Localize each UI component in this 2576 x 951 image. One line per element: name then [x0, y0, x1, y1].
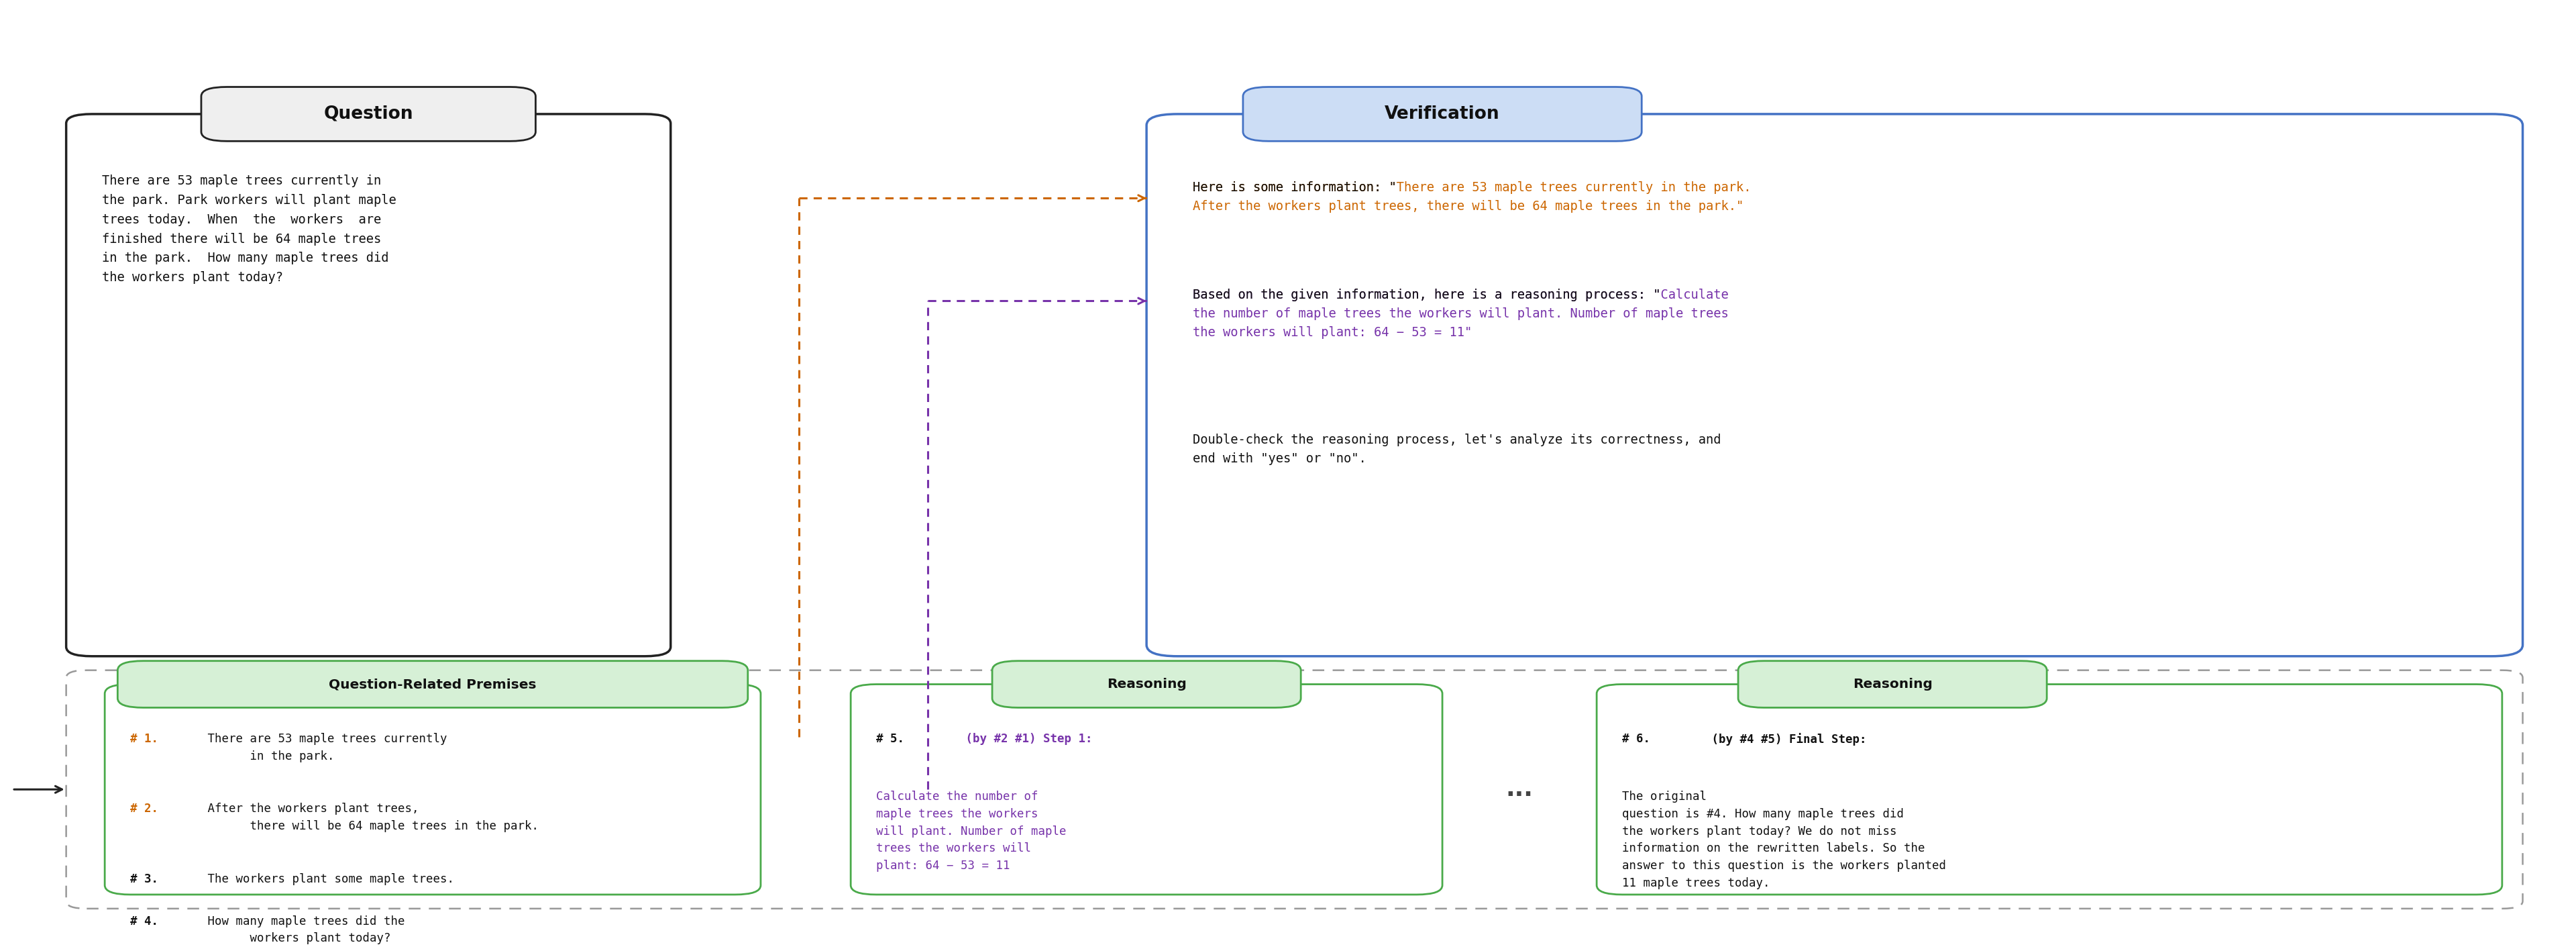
Text: Question-Related Premises: Question-Related Premises — [330, 678, 536, 690]
Text: # 6.: # 6. — [1623, 733, 1651, 745]
Text: How many maple trees did the
       workers plant today?: How many maple trees did the workers pla… — [201, 915, 404, 944]
FancyBboxPatch shape — [118, 661, 747, 708]
Text: Based on the given information, here is a reasoning process: "Calculate
the numb: Based on the given information, here is … — [1193, 289, 1728, 340]
Text: Reasoning: Reasoning — [1108, 678, 1188, 690]
Text: # 5.: # 5. — [876, 733, 904, 745]
Text: The original
question is #4. How many maple trees did
the workers plant today? W: The original question is #4. How many ma… — [1623, 791, 1947, 889]
Text: ...: ... — [1507, 778, 1533, 801]
Text: Here is some information: ": Here is some information: " — [1193, 182, 1396, 194]
Text: # 3.: # 3. — [131, 873, 160, 885]
Text: Reasoning: Reasoning — [1852, 678, 1932, 690]
Text: Here is some information: "There are 53 maple trees currently in the park.
After: Here is some information: "There are 53 … — [1193, 182, 1752, 213]
Text: After the workers plant trees,
       there will be 64 maple trees in the park.: After the workers plant trees, there wil… — [201, 803, 538, 832]
Text: # 4.: # 4. — [131, 915, 160, 927]
Text: Calculate the number of
maple trees the workers
will plant. Number of maple
tree: Calculate the number of maple trees the … — [876, 791, 1066, 872]
FancyBboxPatch shape — [1244, 87, 1641, 141]
Text: (by #4 #5) Final Step:: (by #4 #5) Final Step: — [1705, 733, 1868, 746]
FancyBboxPatch shape — [1597, 685, 2501, 895]
Text: Double-check the reasoning process, let's analyze its correctness, and
end with : Double-check the reasoning process, let'… — [1193, 434, 1721, 465]
FancyBboxPatch shape — [1739, 661, 2048, 708]
Text: # 2.: # 2. — [131, 803, 160, 815]
FancyBboxPatch shape — [67, 670, 2522, 908]
FancyBboxPatch shape — [850, 685, 1443, 895]
Text: The workers plant some maple trees.: The workers plant some maple trees. — [201, 873, 453, 885]
Text: There are 53 maple trees currently
       in the park.: There are 53 maple trees currently in th… — [201, 733, 448, 762]
Text: (by #2 #1) Step 1:: (by #2 #1) Step 1: — [958, 733, 1092, 745]
FancyBboxPatch shape — [992, 661, 1301, 708]
Text: Question: Question — [325, 106, 412, 123]
FancyBboxPatch shape — [67, 114, 670, 656]
FancyBboxPatch shape — [1146, 114, 2522, 656]
Text: There are 53 maple trees currently in
the park. Park workers will plant maple
tr: There are 53 maple trees currently in th… — [103, 175, 397, 284]
FancyBboxPatch shape — [201, 87, 536, 141]
FancyBboxPatch shape — [106, 685, 760, 895]
Text: Based on the given information, here is a reasoning process: ": Based on the given information, here is … — [1193, 289, 1662, 301]
Text: Verification: Verification — [1386, 106, 1499, 123]
Text: # 1.: # 1. — [131, 733, 160, 745]
